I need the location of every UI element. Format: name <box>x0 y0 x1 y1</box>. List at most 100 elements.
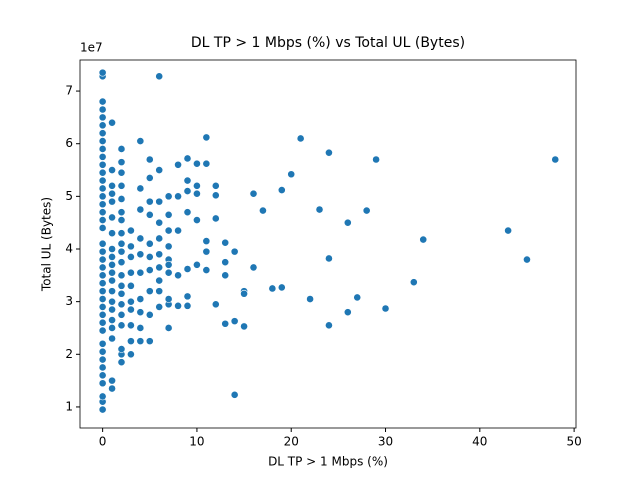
point <box>155 72 164 81</box>
point <box>98 247 107 256</box>
point <box>193 189 201 198</box>
point <box>306 295 314 303</box>
y-tick-label: 4 <box>65 242 73 256</box>
point <box>98 168 107 177</box>
point <box>98 224 107 232</box>
point <box>108 166 116 174</box>
point <box>127 297 135 306</box>
point <box>164 295 173 303</box>
point <box>98 339 107 348</box>
point <box>108 376 116 385</box>
point <box>164 226 173 235</box>
point <box>117 229 126 238</box>
point <box>155 276 164 285</box>
point <box>174 160 182 169</box>
point <box>136 250 145 259</box>
point <box>277 283 286 292</box>
point <box>155 197 164 206</box>
point <box>145 210 154 219</box>
point <box>230 390 239 399</box>
point <box>108 384 116 393</box>
point <box>145 310 154 319</box>
point <box>117 195 126 203</box>
point <box>108 287 116 296</box>
point <box>343 218 352 227</box>
point <box>164 268 173 277</box>
point <box>117 145 126 153</box>
point <box>108 305 116 314</box>
point <box>98 371 107 380</box>
point <box>98 279 107 288</box>
point <box>240 289 248 298</box>
point <box>230 247 239 256</box>
point <box>362 206 371 215</box>
point <box>127 305 135 314</box>
point <box>287 170 296 179</box>
point <box>325 321 333 330</box>
point <box>98 255 107 264</box>
point <box>202 159 211 168</box>
point <box>174 226 182 235</box>
point <box>108 189 116 198</box>
point <box>325 148 333 157</box>
point <box>117 258 126 267</box>
point <box>108 268 116 277</box>
point <box>136 324 145 332</box>
point <box>183 292 192 301</box>
point <box>108 276 116 285</box>
y-tick-label: 1 <box>65 399 73 413</box>
point <box>202 133 211 142</box>
point <box>202 266 211 274</box>
point <box>136 234 145 243</box>
point <box>155 218 164 227</box>
point <box>155 234 164 243</box>
plot-frame <box>79 59 577 429</box>
point <box>419 235 428 244</box>
point <box>117 358 126 367</box>
point <box>98 239 107 248</box>
point <box>117 181 126 190</box>
point <box>108 260 116 269</box>
point <box>98 263 107 272</box>
y-offset-label: 1e7 <box>80 41 103 55</box>
point <box>296 134 305 143</box>
point <box>155 303 164 311</box>
point <box>277 186 286 194</box>
point <box>164 210 173 219</box>
point <box>117 345 126 353</box>
point <box>221 238 230 247</box>
point <box>117 216 126 224</box>
point <box>98 68 107 77</box>
point <box>155 250 164 259</box>
point <box>211 300 220 309</box>
point <box>98 152 107 161</box>
point <box>108 334 116 343</box>
point <box>98 145 107 153</box>
chart-title: DL TP > 1 Mbps (%) vs Total UL (Bytes) <box>191 35 465 51</box>
point <box>117 271 126 280</box>
point <box>98 97 107 106</box>
x-tick-label: 40 <box>472 435 487 449</box>
point <box>381 304 390 313</box>
point <box>108 118 116 127</box>
point <box>249 263 258 272</box>
point <box>136 184 145 193</box>
point <box>108 197 116 206</box>
point <box>221 258 230 267</box>
x-axis-label: DL TP > 1 Mbps (%) <box>268 455 388 469</box>
point <box>117 289 126 298</box>
point <box>127 252 135 261</box>
point <box>98 121 107 130</box>
point <box>259 206 267 215</box>
point <box>136 205 145 214</box>
point <box>98 160 107 169</box>
point <box>98 303 107 311</box>
point <box>145 287 154 296</box>
point <box>155 166 164 174</box>
point <box>193 216 201 224</box>
point <box>98 326 107 335</box>
point <box>315 205 324 214</box>
point <box>145 155 154 164</box>
